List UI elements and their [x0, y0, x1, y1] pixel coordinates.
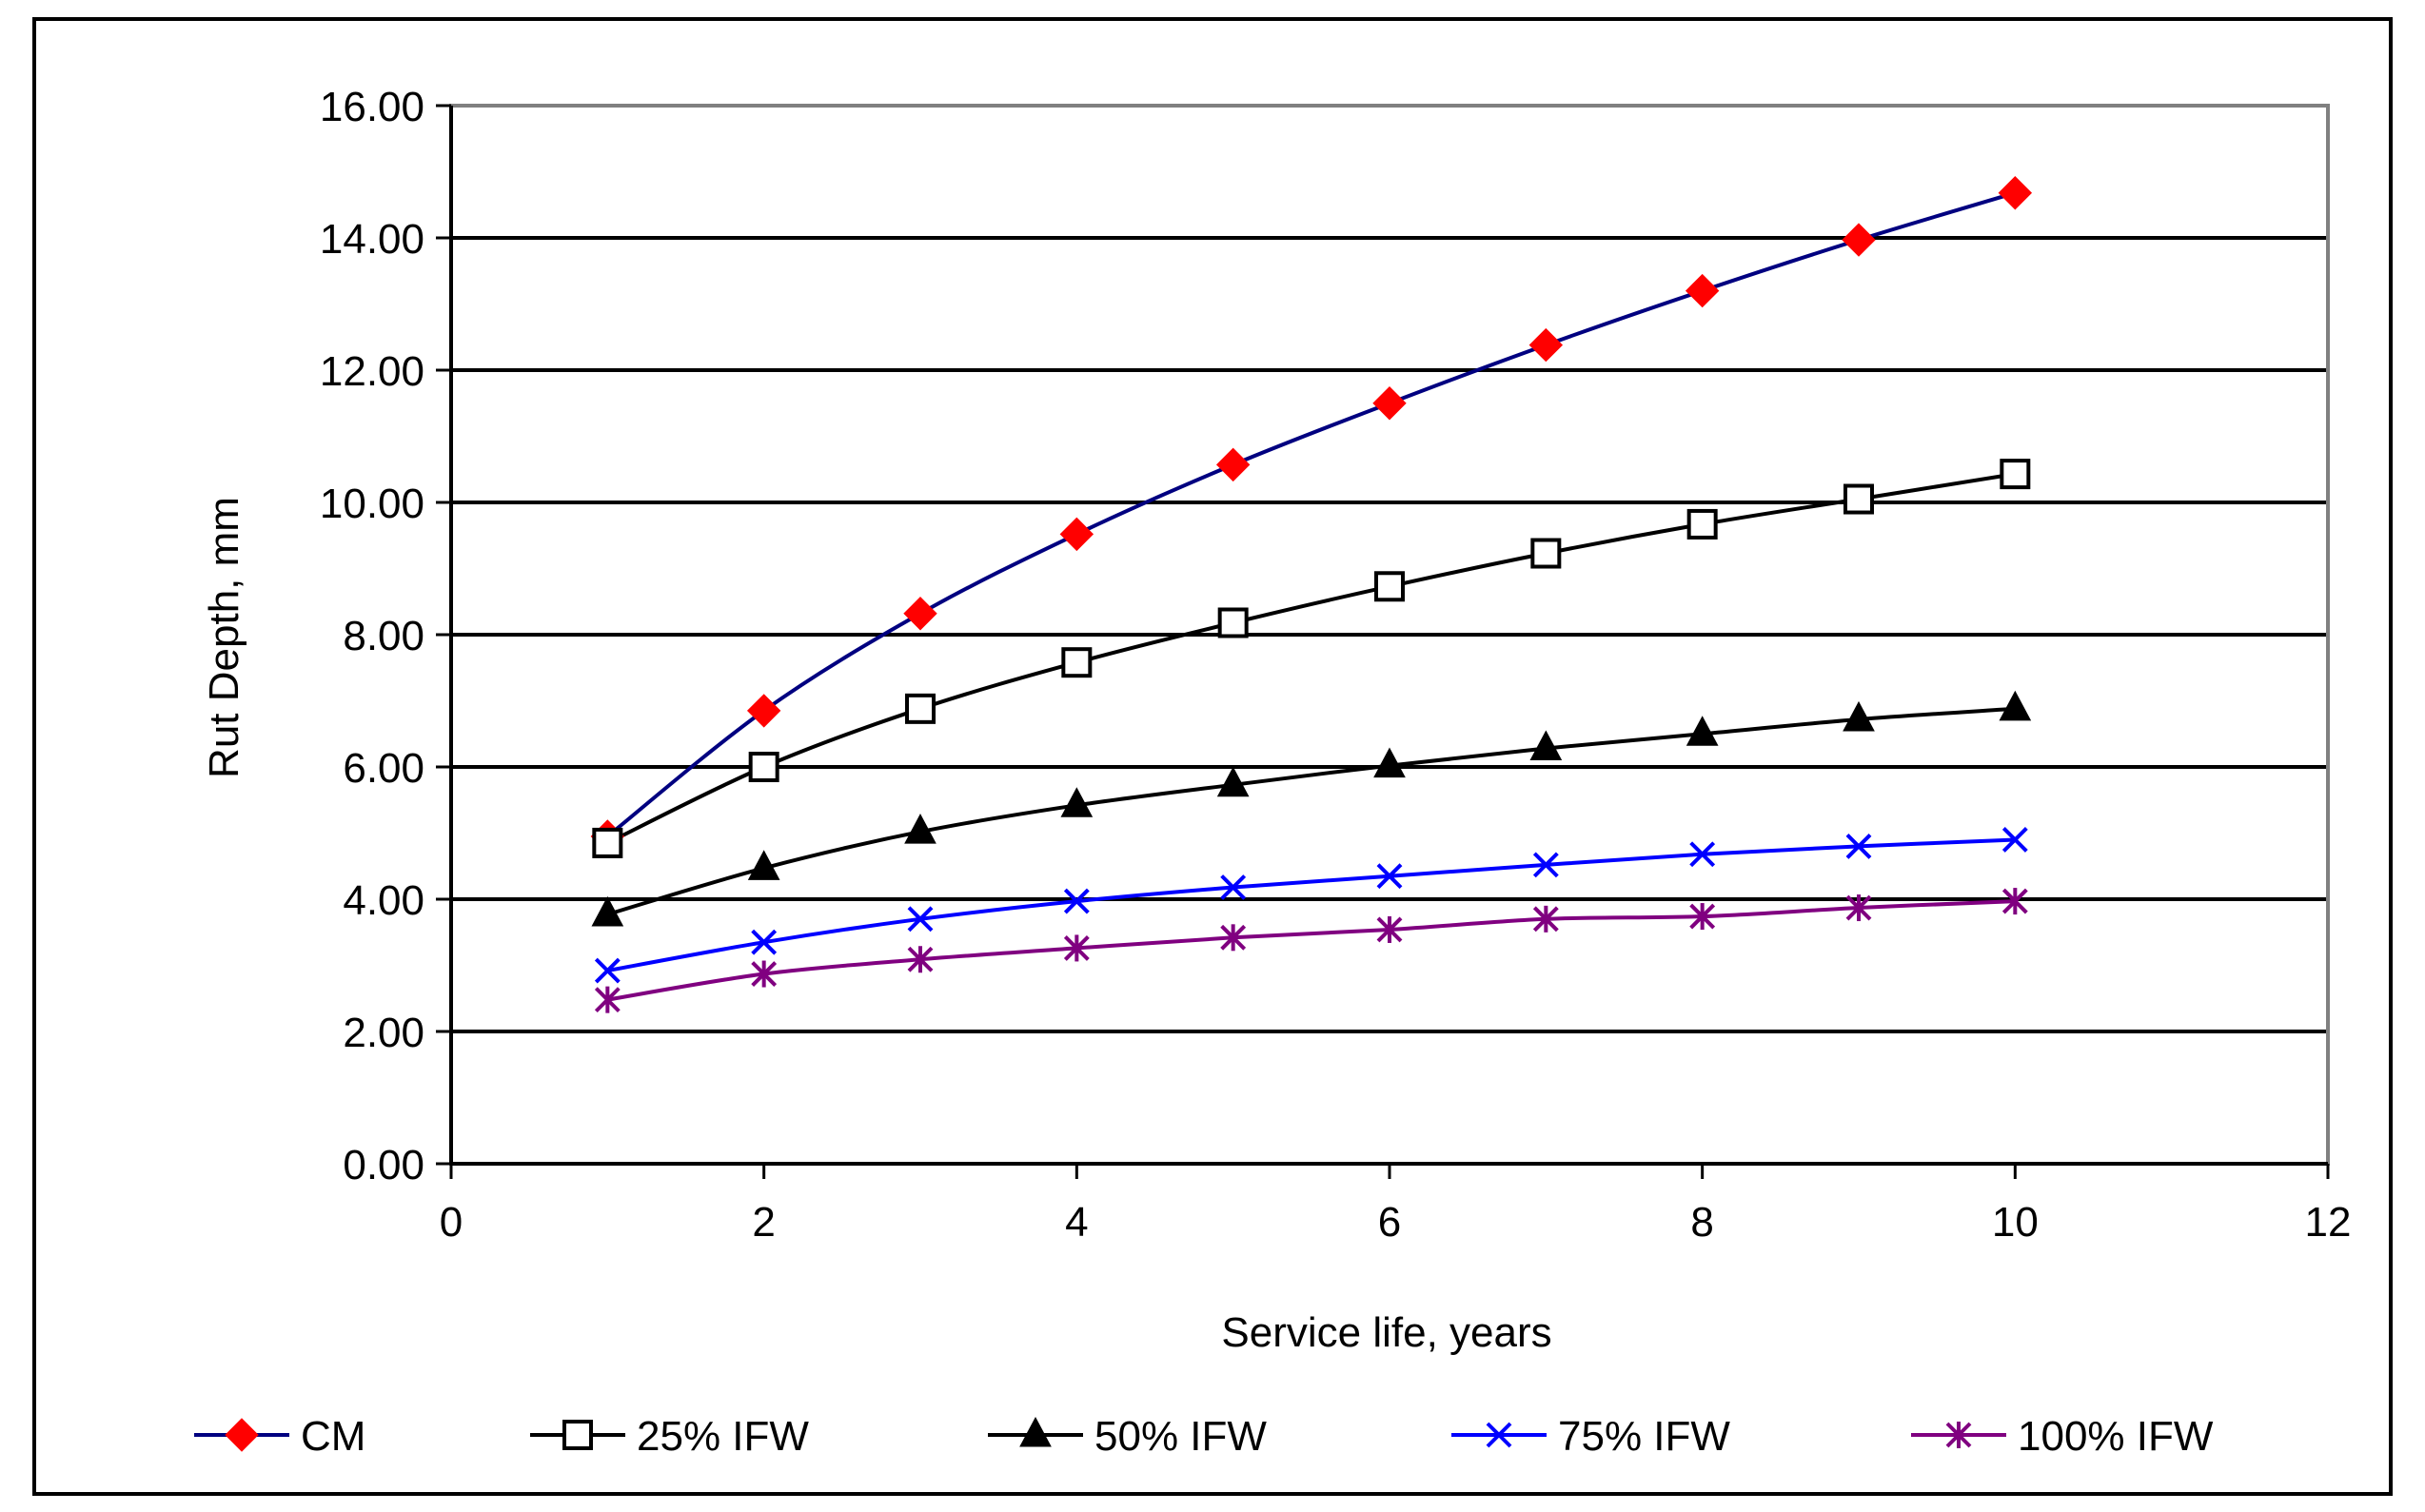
- y-tick-label: 10.00: [320, 481, 424, 527]
- series-line-25pct-ifw: [606, 472, 2016, 845]
- x-tick-label: 4: [1065, 1199, 1088, 1246]
- axes: [436, 104, 2330, 1179]
- y-tick-label: 6.00: [343, 745, 424, 792]
- data-point-50pct-ifw: [747, 850, 780, 880]
- legend-label-75pct-ifw: 75% IFW: [1558, 1413, 1730, 1460]
- y-tick-label: 0.00: [343, 1142, 424, 1188]
- legend-marker-cm: [225, 1418, 259, 1452]
- data-point-50pct-ifw: [1373, 747, 1406, 778]
- data-point-50pct-ifw: [1529, 730, 1563, 761]
- data-point-50pct-ifw: [1999, 690, 2032, 721]
- x-axis-label: Service life, years: [1221, 1309, 1551, 1356]
- tick-labels: 0.00 2.00 4.00 6.00 8.00 10.00 12.00 14.00 16.00…: [320, 84, 2352, 1246]
- y-axis-label: Rut Depth, mm: [201, 497, 247, 778]
- series-markers: [590, 176, 2033, 1013]
- y-tick-label: 16.00: [320, 84, 424, 130]
- data-point-100pct-ifw: [594, 986, 621, 1013]
- legend-marker-25pct-ifw: [562, 1420, 593, 1450]
- data-point-75pct-ifw: [751, 929, 778, 955]
- data-point-50pct-ifw: [591, 895, 624, 927]
- data-point-25pct-ifw: [1374, 571, 1405, 602]
- data-point-cm: [903, 597, 937, 631]
- data-point-cm: [1059, 517, 1094, 552]
- data-point-75pct-ifw: [1376, 863, 1403, 890]
- data-point-25pct-ifw: [1217, 607, 1249, 638]
- data-point-cm: [1685, 273, 1720, 308]
- data-point-cm: [1998, 176, 2033, 210]
- legend-label-cm: CM: [301, 1413, 365, 1460]
- data-point-25pct-ifw: [1530, 538, 1562, 569]
- data-point-50pct-ifw: [1843, 700, 1875, 732]
- data-point-100pct-ifw: [907, 946, 934, 973]
- legend-label-50pct-ifw: 50% IFW: [1094, 1413, 1267, 1460]
- x-tick-label: 8: [1690, 1199, 1713, 1246]
- y-tick-label: 12.00: [320, 348, 424, 395]
- y-tick-label: 14.00: [320, 216, 424, 263]
- y-tick-label: 4.00: [343, 877, 424, 924]
- data-point-100pct-ifw: [2001, 888, 2028, 915]
- data-point-100pct-ifw: [1376, 915, 1403, 943]
- x-tick-label: 12: [2305, 1199, 2352, 1246]
- data-point-75pct-ifw: [1220, 874, 1247, 900]
- chart-outer-border: [32, 17, 2393, 1496]
- series-line-100pct-ifw: [606, 899, 2016, 1002]
- data-point-25pct-ifw: [905, 693, 936, 724]
- data-point-50pct-ifw: [1216, 766, 1250, 797]
- series-line-cm: [606, 190, 2016, 838]
- legend: CM 25% IFW 50% IFW 75% IFW 100% IFW: [194, 1413, 2214, 1460]
- data-point-25pct-ifw: [1843, 483, 1874, 515]
- x-tick-label: 2: [752, 1199, 775, 1246]
- series-line-50pct-ifw: [606, 706, 2016, 916]
- data-point-100pct-ifw: [1689, 903, 1716, 931]
- data-point-100pct-ifw: [1532, 905, 1559, 933]
- legend-marker-50pct-ifw: [1019, 1416, 1052, 1447]
- data-point-25pct-ifw: [2000, 459, 2031, 490]
- y-tick-label: 2.00: [343, 1010, 424, 1056]
- legend-marker-100pct-ifw: [1945, 1422, 1972, 1448]
- data-point-75pct-ifw: [1532, 852, 1559, 878]
- data-point-25pct-ifw: [1061, 647, 1093, 678]
- data-point-25pct-ifw: [748, 752, 779, 782]
- data-point-75pct-ifw: [1063, 888, 1090, 914]
- series-line-75pct-ifw: [606, 837, 2016, 973]
- legend-marker-75pct-ifw: [1486, 1422, 1512, 1448]
- data-point-75pct-ifw: [1845, 833, 1872, 859]
- legend-label-100pct-ifw: 100% IFW: [2018, 1413, 2214, 1460]
- data-point-25pct-ifw: [592, 827, 623, 858]
- data-point-25pct-ifw: [1686, 508, 1718, 540]
- x-tick-label: 6: [1378, 1199, 1401, 1246]
- data-point-50pct-ifw: [1060, 787, 1094, 817]
- x-tick-label: 0: [440, 1199, 463, 1246]
- data-point-75pct-ifw: [594, 957, 621, 984]
- data-point-75pct-ifw: [907, 906, 934, 933]
- data-point-50pct-ifw: [1686, 716, 1719, 746]
- data-point-100pct-ifw: [1220, 924, 1247, 952]
- data-point-50pct-ifw: [904, 814, 936, 844]
- data-point-cm: [1215, 447, 1251, 482]
- data-point-cm: [1372, 386, 1407, 421]
- data-point-100pct-ifw: [751, 960, 778, 988]
- data-point-75pct-ifw: [1689, 841, 1716, 868]
- data-point-cm: [1528, 327, 1564, 363]
- series-lines: [606, 190, 2016, 1002]
- legend-label-25pct-ifw: 25% IFW: [637, 1413, 809, 1460]
- data-point-cm: [1842, 223, 1876, 257]
- y-tick-label: 8.00: [343, 613, 424, 659]
- x-tick-label: 10: [1992, 1199, 2039, 1246]
- data-point-100pct-ifw: [1845, 894, 1872, 922]
- data-point-cm: [746, 694, 781, 728]
- data-point-75pct-ifw: [2001, 827, 2028, 853]
- data-point-100pct-ifw: [1063, 934, 1090, 962]
